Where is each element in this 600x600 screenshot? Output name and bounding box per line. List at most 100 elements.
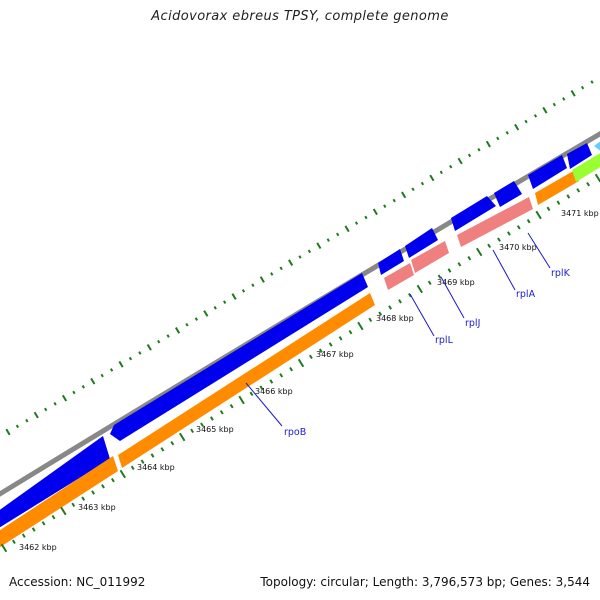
tick-mark (556, 200, 561, 205)
kbp-label: 3470 kbp (499, 243, 537, 252)
tick-mark (368, 317, 373, 323)
tick-mark (586, 181, 591, 187)
tick-mark (354, 221, 359, 225)
tick-mark (229, 403, 234, 409)
tick-mark (166, 334, 170, 338)
tick-mark (44, 407, 48, 412)
tick-mark (505, 131, 509, 135)
tick-mark (594, 173, 600, 183)
tick-mark (546, 206, 551, 212)
tick-mark (316, 242, 322, 250)
gene-arrow (0, 436, 110, 528)
tick-mark (110, 477, 115, 483)
tick-mark (90, 377, 96, 385)
tick-mark (259, 385, 264, 390)
tick-mark (31, 527, 36, 532)
tick-mark (477, 147, 481, 152)
tick-mark (238, 395, 245, 405)
tick-mark (576, 188, 581, 193)
tick-mark (179, 432, 186, 442)
gene-label-rpob: rpoB (284, 427, 306, 438)
gene-label-rplj: rplJ (465, 318, 480, 329)
tick-mark (213, 306, 217, 310)
tick-mark (506, 231, 511, 236)
tick-mark (157, 339, 161, 344)
kbp-label: 3471 kbp (561, 209, 599, 218)
tick-mark (357, 321, 364, 331)
tick-mark (378, 311, 383, 316)
tick-mark (401, 191, 407, 199)
tick-mark (288, 259, 294, 266)
tick-mark (580, 85, 585, 90)
tick-mark (437, 274, 442, 279)
tick-mark (411, 187, 415, 192)
tick-mark (427, 280, 432, 286)
tick-mark (298, 255, 302, 259)
tick-mark (328, 342, 333, 347)
tick-mark (71, 502, 76, 508)
cds-bar (0, 456, 118, 548)
gene-label-rpll: rplL (435, 335, 454, 346)
callout-line-rpla (492, 249, 516, 291)
gene-arrow-rplk (494, 181, 522, 207)
rna-bar-2 (411, 241, 449, 273)
tick-mark (241, 289, 246, 293)
tick-mark (150, 453, 155, 458)
kbp-label: 3469 kbp (437, 278, 475, 287)
tick-mark (269, 379, 274, 384)
tick-mark (60, 506, 67, 516)
cds-track-orange (0, 170, 579, 548)
tick-mark (270, 272, 274, 276)
tick-mark (140, 459, 145, 464)
tick-mark (5, 428, 11, 436)
gene-arrow-rplj (405, 228, 438, 258)
tick-mark (487, 243, 492, 249)
tick-mark (11, 539, 16, 545)
tick-mark (318, 348, 323, 353)
tick-mark (308, 354, 313, 360)
tick-mark (174, 327, 181, 334)
tick-mark (33, 411, 39, 419)
tick-mark (61, 394, 68, 402)
tick-mark (307, 249, 312, 254)
kbp-label: 3462 kbp (19, 543, 57, 552)
tick-mark (170, 440, 175, 446)
tick-mark (590, 80, 594, 84)
tick-mark (420, 181, 425, 186)
tick-mark (439, 170, 443, 175)
tick-mark (160, 447, 165, 452)
tick-mark (25, 418, 29, 423)
tick-mark (81, 385, 85, 389)
tick-mark (100, 373, 104, 378)
tick-mark (542, 106, 548, 114)
gene-arrow-rpob (110, 273, 368, 441)
tick-mark (51, 514, 56, 520)
tick-mark (344, 225, 350, 233)
tick-mark (535, 210, 542, 220)
tick-mark (194, 317, 199, 321)
kbp-scale-labels: 3462 kbp 3463 kbp 3464 kbp 3465 kbp 3466… (19, 209, 599, 552)
tick-mark (372, 208, 378, 216)
gene-labels: rpoB rplL rplJ rplA rplK (284, 268, 571, 438)
tick-mark (203, 310, 209, 317)
cds-bar-right (535, 170, 579, 205)
tick-mark (138, 351, 142, 355)
tick-mark (496, 136, 500, 141)
tick-mark (289, 366, 294, 372)
tick-mark (447, 268, 452, 273)
tick-mark (338, 336, 343, 341)
tick-mark (514, 123, 520, 131)
cyan-feature (594, 141, 600, 151)
tick-mark (467, 255, 472, 261)
tick-mark (457, 262, 462, 267)
kbp-label: 3464 kbp (137, 463, 175, 472)
rna-bar-1 (384, 263, 414, 290)
gene-arrow-rpll (378, 249, 404, 275)
tick-mark (21, 533, 26, 538)
cds-bar-rpob (118, 293, 375, 468)
gene-track-blue (0, 143, 592, 528)
tick-mark (128, 356, 133, 361)
tick-mark (130, 465, 135, 471)
tick-mark (249, 391, 254, 397)
